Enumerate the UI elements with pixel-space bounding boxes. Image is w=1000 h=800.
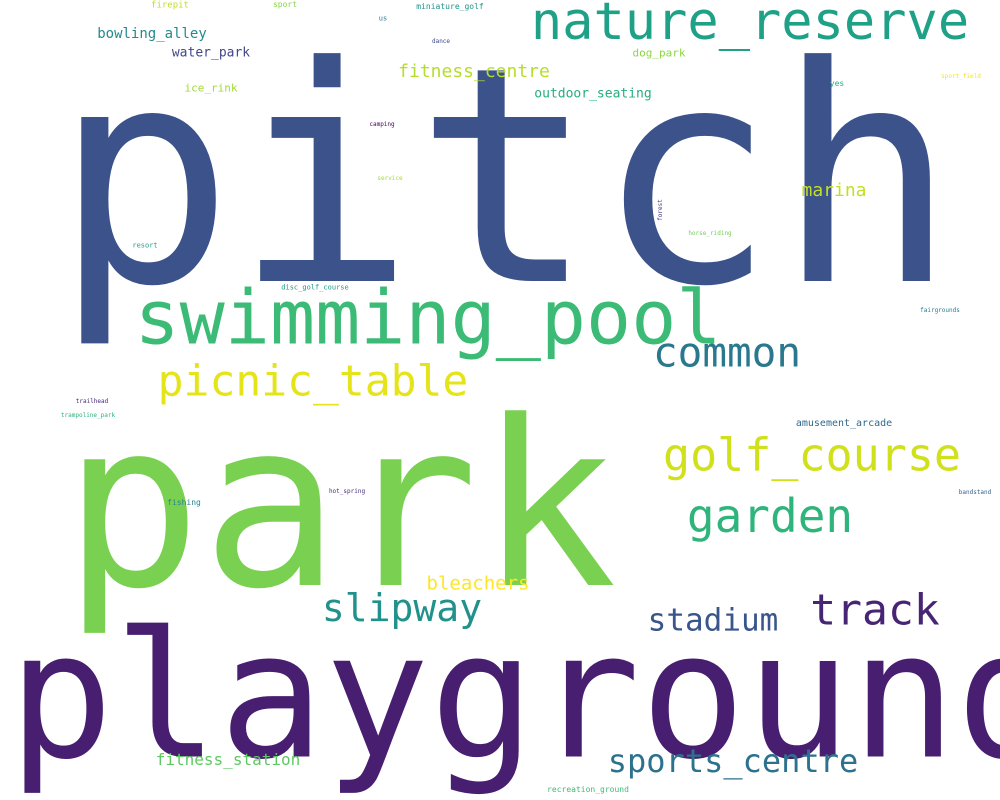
word-resort: resort	[132, 241, 158, 250]
word-picnic-table: picnic_table	[157, 356, 469, 407]
word-service: service	[377, 175, 403, 182]
word-fitness-centre: fitness_centre	[398, 61, 550, 82]
word-disc-golf-course: disc_golf_course	[281, 283, 349, 292]
word-bleachers: bleachers	[426, 572, 530, 595]
word-amusement-arcade: amusement_arcade	[795, 418, 893, 429]
word-pitch: pitch	[53, 3, 957, 352]
word-trampoline-park: trampoline_park	[60, 412, 116, 419]
word-park: park	[63, 373, 617, 640]
word-track: track	[810, 585, 940, 636]
word-camping: camping	[369, 121, 395, 128]
word-forest: forest	[657, 199, 664, 221]
word-hot-spring: hot_spring	[328, 488, 366, 495]
word-ice-rink: ice_rink	[184, 81, 238, 95]
word-bandstand: bandstand	[958, 489, 992, 496]
word-outdoor-seating: outdoor_seating	[534, 86, 652, 102]
word-dance: dance	[431, 38, 451, 45]
word-slipway: slipway	[321, 586, 483, 630]
word-fairgrounds: fairgrounds	[920, 307, 960, 314]
word-dog-park: dog_park	[632, 46, 686, 60]
word-playground: playground	[8, 595, 1000, 799]
word-stadium: stadium	[647, 602, 779, 639]
word-swimming-pool: swimming_pool	[134, 273, 722, 362]
word-recreation-ground: recreation_ground	[547, 785, 629, 794]
word-garden: garden	[686, 489, 854, 543]
word-miniature-golf: miniature_golf	[416, 2, 484, 11]
word-yes: yes	[829, 79, 845, 88]
word-sport: sport	[272, 0, 298, 9]
word-firepit: firepit	[151, 0, 189, 11]
word-trailhead: trailhead	[75, 398, 109, 405]
word-golf-course: golf_course	[662, 428, 962, 482]
word-sports-centre: sports_centre	[607, 742, 859, 780]
word-common: common	[652, 328, 802, 377]
word-bowling-alley: bowling_alley	[97, 26, 207, 42]
word-water-park: water_park	[171, 45, 251, 61]
word-fishing: fishing	[167, 498, 201, 507]
word-fitness-station: fitness_station	[155, 750, 301, 769]
word-us: us	[378, 14, 388, 23]
word-nature-reserve: nature_reserve	[530, 0, 970, 52]
word-horse-riding: horse_riding	[688, 230, 732, 237]
word-marina: marina	[801, 180, 867, 201]
word-sport-field: sport_field	[941, 73, 981, 80]
